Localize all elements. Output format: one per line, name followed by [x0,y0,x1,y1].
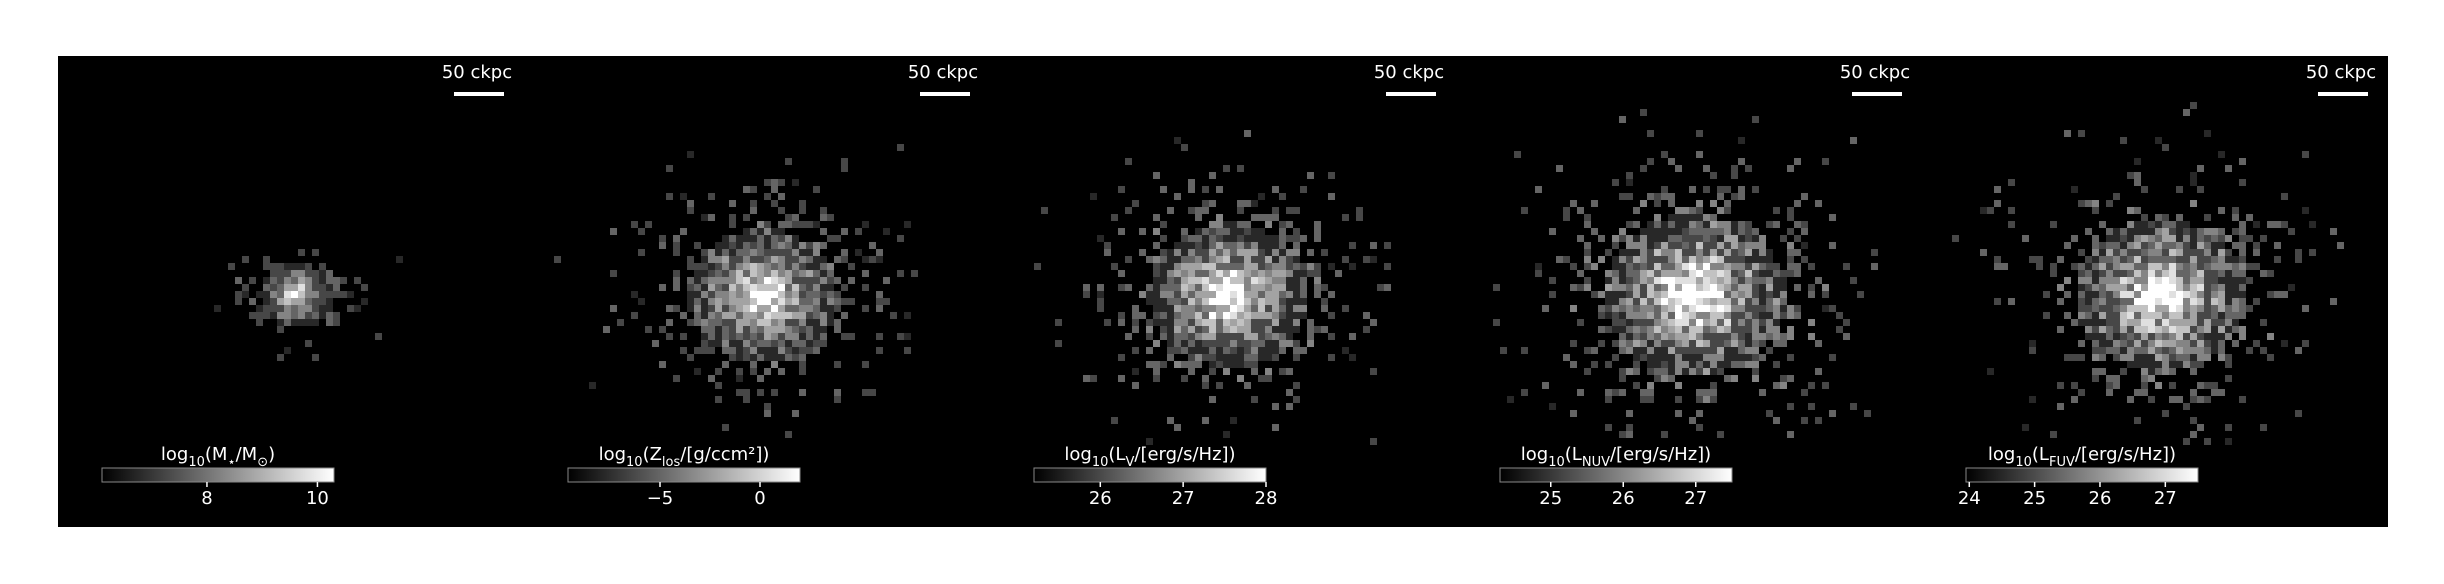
colorbar-tick-label: 26 [1089,488,1112,509]
pixel-layer [750,277,785,312]
colorbar-tick-label: 8 [201,488,212,509]
pixel-layer [694,221,834,368]
pixel-layer [284,291,305,305]
colorbar-tick-label: 24 [1958,488,1981,509]
colorbar-tick-label: −5 [647,488,674,509]
pixel-layer [1139,214,1321,382]
pixel-layer [729,263,799,326]
colorbar-tick-label: 0 [754,488,765,509]
label-subscript: FUV [2049,455,2075,470]
scalebar-label: 50 ckpc [2306,62,2376,83]
label-subscript: 10 [2015,455,2032,470]
colorbar-tick-label: 28 [1255,488,1278,509]
pixel-layer [1181,256,1265,333]
pixel-layer [708,256,813,340]
pixel-layer [743,277,785,319]
label-subscript: V [1125,455,1134,470]
label-subscript: 10 [1548,455,1565,470]
pixel-layer [2120,249,2218,347]
label-subscript: 10 [1092,455,1109,470]
label-text: log [1521,444,1548,465]
scalebar-label: 50 ckpc [1840,62,1910,83]
pixel-layer [235,270,340,326]
pixel-layer [284,284,305,298]
colorbar-label: log10(LFUV/[erg/s/Hz]) [1988,444,2176,470]
label-text: (L [1108,444,1125,465]
colorbar-label: log10(LV/[erg/s/Hz]) [1064,444,1235,470]
colorbar [101,467,335,483]
colorbar-tick-label: 26 [2089,488,2112,509]
colorbar-tick-label: 26 [1612,488,1635,509]
label-subscript: NUV [1582,455,1610,470]
scalebar-label: 50 ckpc [442,62,512,83]
colorbar-label: log10(Zlos/[g/ccm²]) [599,444,770,470]
colorbar-tick-label: 25 [2023,488,2046,509]
pixel-layer [1661,263,1724,326]
colorbar [567,467,801,483]
pixel-layer [1507,137,1829,410]
colorbar-label: log10(LNUV/[erg/s/Hz]) [1521,444,1711,470]
pixel-layer [2099,228,2225,361]
label-subscript: 10 [188,455,205,470]
label-text: ) [268,444,275,465]
label-text: log [161,444,188,465]
colorbar-tick-label: 27 [2154,488,2177,509]
label-text: /[erg/s/Hz]) [1610,444,1711,465]
scalebar-label: 50 ckpc [1374,62,1444,83]
pixel-layer [1209,270,1244,319]
colorbar-tick-label: 27 [1684,488,1707,509]
label-text: log [1064,444,1091,465]
label-text: /[erg/s/Hz]) [2075,444,2176,465]
label-text: log [1988,444,2015,465]
pixel-layer [214,256,403,354]
label-subscript: ⊙ [257,455,268,470]
label-text: log [599,444,626,465]
label-text: (L [2032,444,2049,465]
label-text: (L [1565,444,1582,465]
pixel-layer [603,179,890,417]
colorbar [1499,467,1733,483]
label-subscript: los [662,455,681,470]
pixel-layer [270,270,319,319]
pixel-layer [1640,242,1752,347]
label-text: (Z [643,444,662,465]
pixel-layer [1570,200,1829,403]
colorbar-tick-label: 10 [306,488,329,509]
colorbar [1033,467,1267,483]
label-text: /[erg/s/Hz]) [1134,444,1235,465]
label-subscript: 10 [626,455,643,470]
scalebar-label: 50 ckpc [908,62,978,83]
colorbar-label: log10(M⋆/M⊙) [161,444,275,470]
label-text: (M [205,444,228,465]
colorbar-tick-label: 27 [1172,488,1195,509]
colorbar-tick-label: 25 [1539,488,1562,509]
pixel-layer [1654,256,1731,326]
colorbar [1965,467,2199,483]
label-text: /[g/ccm²]) [680,444,769,465]
label-subscript: ⋆ [227,455,235,470]
pixel-layer [2134,277,2183,312]
pixel-layer [228,249,382,361]
pixel-layer [291,291,298,298]
label-text: /M [236,444,258,465]
